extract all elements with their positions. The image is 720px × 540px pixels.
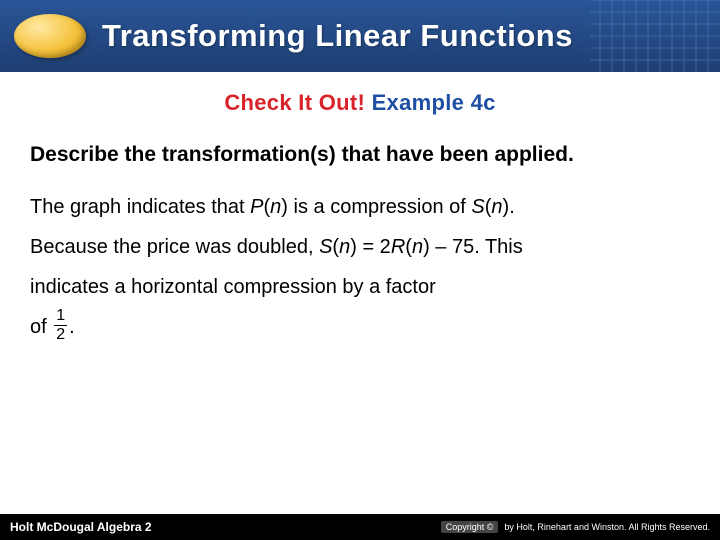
copyright-badge: Copyright ©: [441, 521, 499, 533]
slide-title: Transforming Linear Functions: [102, 18, 573, 54]
footer-right: Copyright © by Holt, Rinehart and Winsto…: [441, 521, 710, 533]
header-grid-decor: [590, 0, 720, 72]
subheading-red: Check It Out!: [224, 90, 365, 115]
subheading-blue: Example 4c: [372, 90, 496, 115]
body-text: The graph indicates that P(n) is a compr…: [30, 190, 690, 345]
subheading: Check It Out! Example 4c: [30, 90, 690, 116]
instruction-text: Describe the transformation(s) that have…: [30, 142, 690, 168]
footer-right-text: by Holt, Rinehart and Winston. All Right…: [504, 522, 710, 532]
slide-footer: Holt McDougal Algebra 2 Copyright © by H…: [0, 514, 720, 540]
slide-header: Transforming Linear Functions: [0, 0, 720, 72]
body-line-4: of 12.: [30, 310, 690, 345]
slide-content: Check It Out! Example 4c Describe the tr…: [0, 72, 720, 345]
body-line-3: indicates a horizontal compression by a …: [30, 270, 690, 304]
footer-left: Holt McDougal Algebra 2: [10, 520, 152, 534]
fraction-one-half: 12: [54, 308, 67, 343]
body-line-2: Because the price was doubled, S(n) = 2R…: [30, 230, 690, 264]
body-line-1: The graph indicates that P(n) is a compr…: [30, 190, 690, 224]
header-oval-icon: [14, 14, 86, 58]
